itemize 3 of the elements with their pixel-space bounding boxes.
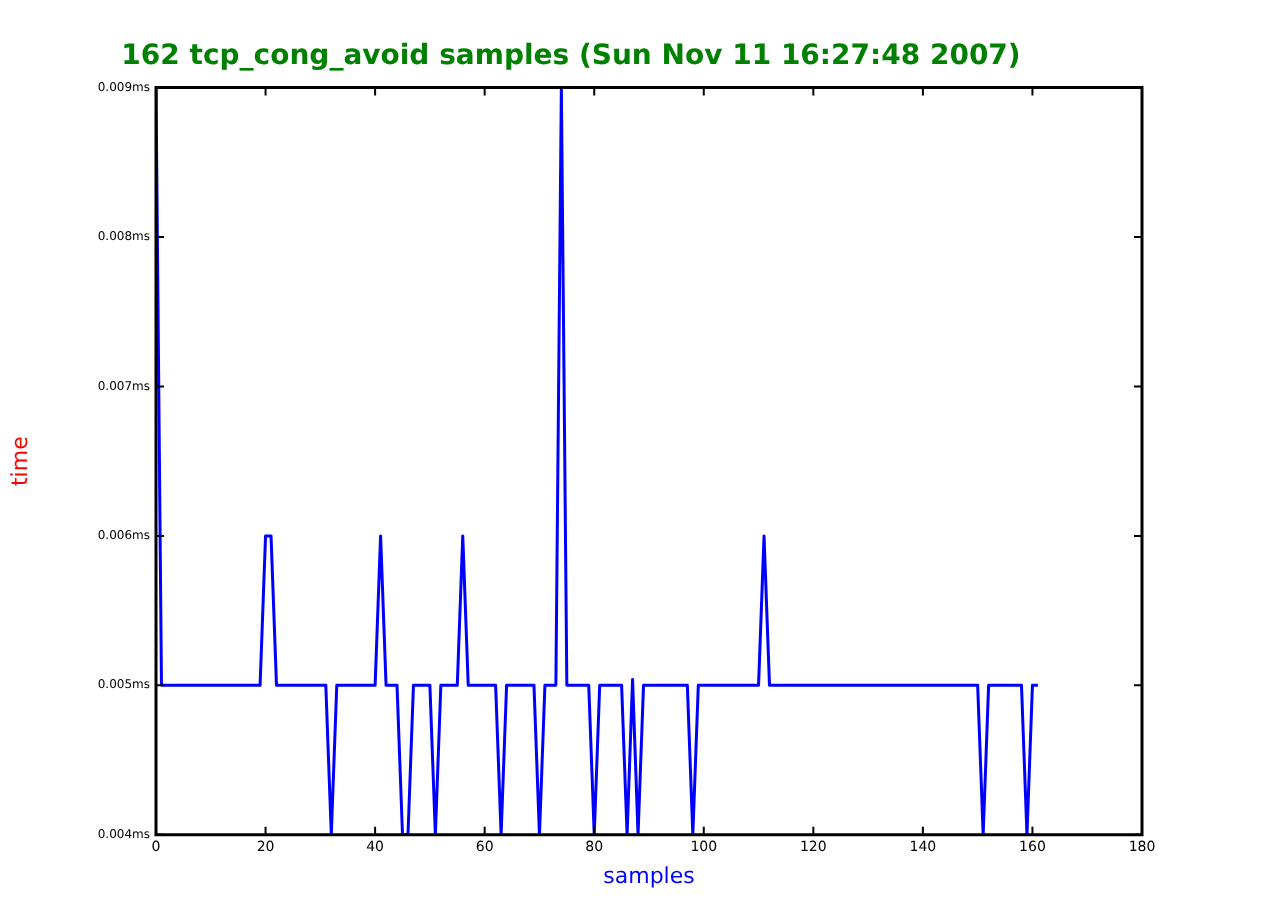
x-axis-title: samples	[603, 862, 696, 889]
y-axis-title: time	[6, 435, 33, 487]
chart-title: 162 tcp_cong_avoid samples (Sun Nov 11 16:27:48 2007)	[121, 40, 1021, 73]
